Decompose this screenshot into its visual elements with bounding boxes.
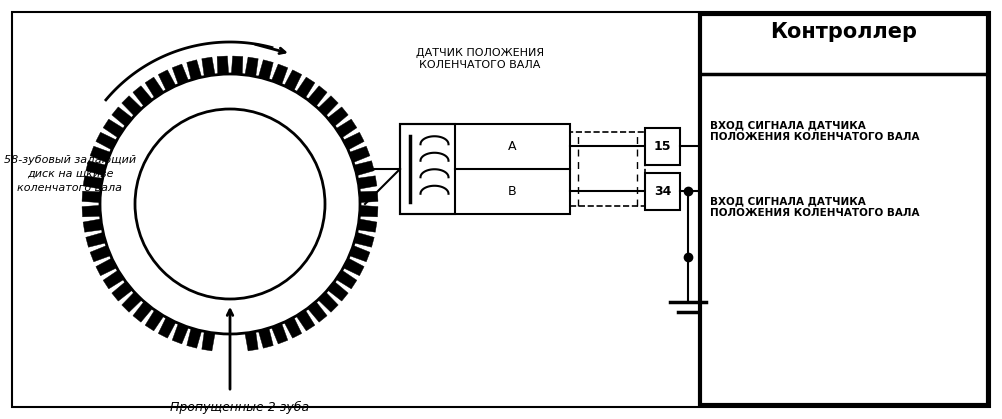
Bar — [570, 132, 645, 206]
Polygon shape — [96, 132, 117, 150]
Polygon shape — [285, 317, 302, 338]
Text: ДАТЧИК ПОЛОЖЕНИЯ
КОЛЕНЧАТОГО ВАЛА: ДАТЧИК ПОЛОЖЕНИЯ КОЛЕНЧАТОГО ВАЛА — [416, 48, 544, 70]
Polygon shape — [201, 331, 215, 351]
Polygon shape — [308, 86, 327, 106]
Polygon shape — [96, 258, 117, 276]
Bar — [645, 128, 680, 165]
Polygon shape — [83, 219, 102, 232]
Polygon shape — [103, 119, 124, 138]
Polygon shape — [318, 96, 339, 116]
Text: 34: 34 — [654, 185, 671, 198]
Polygon shape — [122, 292, 142, 312]
Text: ВХОД СИГНАЛА ДАТЧИКА
ПОЛОЖЕНИЯ КОЛЕНЧАТОГО ВАЛА: ВХОД СИГНАЛА ДАТЧИКА ПОЛОЖЕНИЯ КОЛЕНЧАТО… — [710, 120, 920, 142]
Bar — [400, 124, 570, 214]
Polygon shape — [358, 219, 377, 232]
Polygon shape — [328, 282, 348, 301]
Polygon shape — [186, 60, 201, 80]
Text: ВХОД СИГНАЛА ДАТЧИКА
ПОЛОЖЕНИЯ КОЛЕНЧАТОГО ВАЛА: ВХОД СИГНАЛА ДАТЧИКА ПОЛОЖЕНИЯ КОЛЕНЧАТО… — [710, 197, 920, 218]
Polygon shape — [172, 64, 188, 85]
Text: B: B — [508, 185, 517, 198]
Bar — [700, 14, 988, 405]
Text: Пропущенные 2 зуба: Пропущенные 2 зуба — [170, 401, 310, 414]
Polygon shape — [201, 57, 215, 77]
Polygon shape — [318, 292, 339, 312]
Polygon shape — [112, 107, 132, 127]
Circle shape — [135, 109, 325, 299]
Polygon shape — [90, 146, 110, 163]
Polygon shape — [308, 302, 327, 322]
Polygon shape — [122, 96, 142, 116]
Polygon shape — [86, 233, 106, 247]
Polygon shape — [244, 331, 259, 351]
Text: Контроллер: Контроллер — [771, 22, 918, 42]
Polygon shape — [354, 233, 374, 247]
Polygon shape — [336, 119, 357, 138]
Polygon shape — [259, 60, 274, 80]
Polygon shape — [328, 107, 348, 127]
Polygon shape — [83, 176, 102, 189]
Polygon shape — [297, 77, 315, 98]
Polygon shape — [86, 161, 106, 176]
Polygon shape — [344, 258, 364, 276]
Polygon shape — [336, 270, 357, 289]
Polygon shape — [112, 282, 132, 301]
Polygon shape — [158, 70, 176, 91]
Text: 15: 15 — [653, 140, 671, 153]
Bar — [400, 124, 455, 214]
Polygon shape — [297, 310, 315, 331]
Polygon shape — [145, 310, 163, 331]
Polygon shape — [344, 132, 364, 150]
Polygon shape — [82, 205, 100, 217]
Polygon shape — [186, 328, 201, 348]
Polygon shape — [285, 70, 302, 91]
Polygon shape — [172, 323, 188, 344]
Polygon shape — [133, 86, 152, 106]
Polygon shape — [360, 205, 378, 217]
Text: 58-зубовый задающий
диск на шкиве
коленчатого вала: 58-зубовый задающий диск на шкиве коленч… — [4, 155, 136, 193]
Polygon shape — [145, 77, 163, 98]
Polygon shape — [358, 176, 377, 189]
Polygon shape — [259, 328, 274, 348]
Polygon shape — [231, 56, 242, 75]
Polygon shape — [360, 191, 378, 203]
Polygon shape — [354, 161, 374, 176]
Polygon shape — [158, 317, 176, 338]
Polygon shape — [217, 56, 228, 75]
Polygon shape — [103, 270, 124, 289]
Polygon shape — [350, 246, 370, 262]
Polygon shape — [272, 64, 288, 85]
Polygon shape — [272, 323, 288, 344]
Text: A: A — [508, 140, 517, 153]
Polygon shape — [82, 191, 100, 203]
Polygon shape — [244, 57, 259, 77]
Polygon shape — [133, 302, 152, 322]
Polygon shape — [90, 246, 110, 262]
Bar — [645, 173, 680, 210]
Polygon shape — [350, 146, 370, 163]
